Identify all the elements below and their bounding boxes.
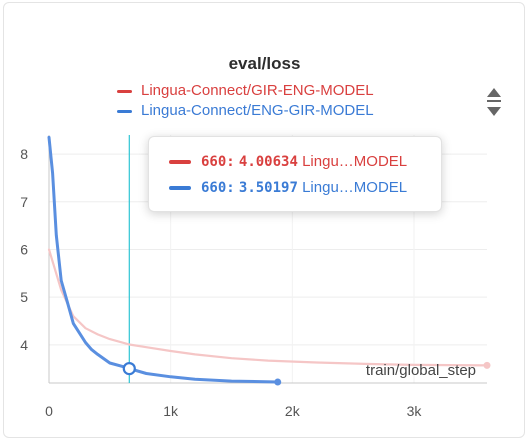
up-down-arrows-icon[interactable] — [484, 86, 504, 118]
series-end-point-0 — [483, 361, 491, 369]
legend-label: Lingua-Connect/ENG-GIR-MODEL — [141, 102, 374, 119]
hover-tooltip: 660: 4.00634 Lingu…MODEL 660: 3.50197 Li… — [148, 136, 442, 212]
tooltip-value: 4.00634 — [238, 154, 298, 170]
x-tick-label: 0 — [45, 403, 53, 419]
x-tick-label: 3k — [407, 403, 423, 419]
legend-swatch — [117, 90, 132, 93]
series-line-0 — [47, 248, 489, 367]
legend-swatch — [117, 110, 132, 113]
x-tick-label: 2k — [285, 403, 301, 419]
y-tick-label: 6 — [20, 241, 28, 257]
tooltip-value: 3.50197 — [238, 180, 298, 196]
tooltip-step: 660: — [201, 154, 235, 170]
series-line-1 — [47, 135, 280, 384]
series-end-point-1 — [274, 378, 282, 386]
tooltip-swatch — [169, 160, 191, 164]
tooltip-series-name: Lingu…MODEL — [302, 153, 408, 170]
x-axis-label: train/global_step — [366, 362, 476, 379]
hover-point — [122, 361, 136, 376]
tooltip-step: 660: — [201, 180, 235, 196]
y-tick-label: 8 — [20, 146, 28, 162]
y-tick-label: 4 — [20, 337, 28, 353]
chart-title: eval/loss — [228, 54, 301, 73]
y-tick-label: 7 — [20, 194, 28, 210]
y-tick-label: 5 — [20, 289, 28, 305]
tooltip-swatch — [169, 186, 191, 190]
legend-label: Lingua-Connect/GIR-ENG-MODEL — [141, 82, 374, 99]
tooltip-series-name: Lingu…MODEL — [302, 179, 408, 196]
x-tick-label: 1k — [163, 403, 179, 419]
